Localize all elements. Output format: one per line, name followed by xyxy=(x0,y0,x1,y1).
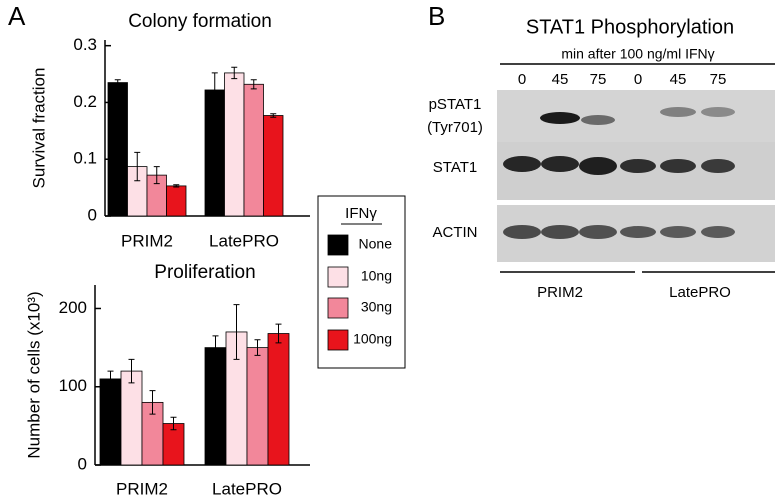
error-bar xyxy=(233,304,240,360)
blot-image xyxy=(497,90,775,262)
y-tick-label: 0 xyxy=(88,205,97,224)
lane-label: 75 xyxy=(710,71,727,88)
error-bar xyxy=(231,66,238,80)
error-bar xyxy=(114,79,121,86)
y-axis-label: Survival fraction xyxy=(29,68,48,189)
lane-label: 0 xyxy=(518,71,526,88)
bar xyxy=(246,347,269,466)
y-axis-label: Number of cells (x10³) xyxy=(24,291,43,458)
legend-swatch xyxy=(327,297,349,319)
error-bar xyxy=(153,166,160,185)
lane-label: 45 xyxy=(670,71,687,88)
bar xyxy=(120,370,143,466)
blot-subtitle: min after 100 ng/ml IFNγ xyxy=(561,46,714,62)
bar xyxy=(224,72,245,217)
error-bar xyxy=(128,358,135,384)
chart-title: Proliferation xyxy=(154,262,255,283)
group-label: PRIM2 xyxy=(537,284,583,301)
y-tick-label: 100 xyxy=(59,376,87,395)
error-bar xyxy=(170,416,177,431)
error-bar xyxy=(134,151,141,182)
lane-label: 45 xyxy=(552,71,569,88)
x-tick-label: PRIM2 xyxy=(116,479,168,498)
lane-label: 75 xyxy=(590,71,607,88)
legend-label: None xyxy=(359,236,393,252)
row-label: pSTAT1 xyxy=(429,96,482,113)
chart-title: Colony formation xyxy=(128,11,272,32)
legend-swatch xyxy=(327,329,349,351)
bar xyxy=(204,347,227,466)
x-tick-label: LatePRO xyxy=(212,479,282,498)
row-label: STAT1 xyxy=(433,159,477,176)
legend-swatch xyxy=(327,234,349,256)
error-bar xyxy=(211,72,218,108)
row-label: (Tyr701) xyxy=(427,119,483,136)
bar xyxy=(107,82,128,217)
group-label: LatePRO xyxy=(669,284,731,301)
lane-label: 0 xyxy=(634,71,642,88)
legend-title: IFNγ xyxy=(345,205,377,222)
row-label: ACTIN xyxy=(433,224,478,241)
bar xyxy=(99,378,122,466)
legend-label: 100ng xyxy=(353,331,392,347)
error-bar xyxy=(275,323,282,344)
bar xyxy=(166,185,187,217)
error-bar xyxy=(149,390,156,415)
y-tick-label: 0 xyxy=(78,454,87,473)
error-bar xyxy=(250,79,257,90)
bar xyxy=(243,83,264,217)
x-tick-label: LatePRO xyxy=(209,231,279,250)
bar xyxy=(204,89,225,217)
bar xyxy=(267,333,290,466)
y-tick-label: 0.3 xyxy=(73,35,97,54)
blot-title: STAT1 Phosphorylation xyxy=(526,16,734,38)
x-tick-label: PRIM2 xyxy=(121,231,173,250)
error-bar xyxy=(107,370,114,388)
panel-label: B xyxy=(428,1,445,31)
error-bar xyxy=(254,339,261,356)
error-bar xyxy=(212,335,219,360)
y-tick-label: 0.1 xyxy=(73,149,97,168)
error-bar xyxy=(270,113,277,118)
error-bar xyxy=(173,184,180,188)
y-tick-label: 0.2 xyxy=(73,92,97,111)
bar xyxy=(263,115,284,217)
panel-label: A xyxy=(8,1,26,31)
legend-swatch xyxy=(327,266,349,288)
legend-label: 30ng xyxy=(361,299,392,315)
y-tick-label: 200 xyxy=(59,298,87,317)
legend-label: 10ng xyxy=(361,268,392,284)
